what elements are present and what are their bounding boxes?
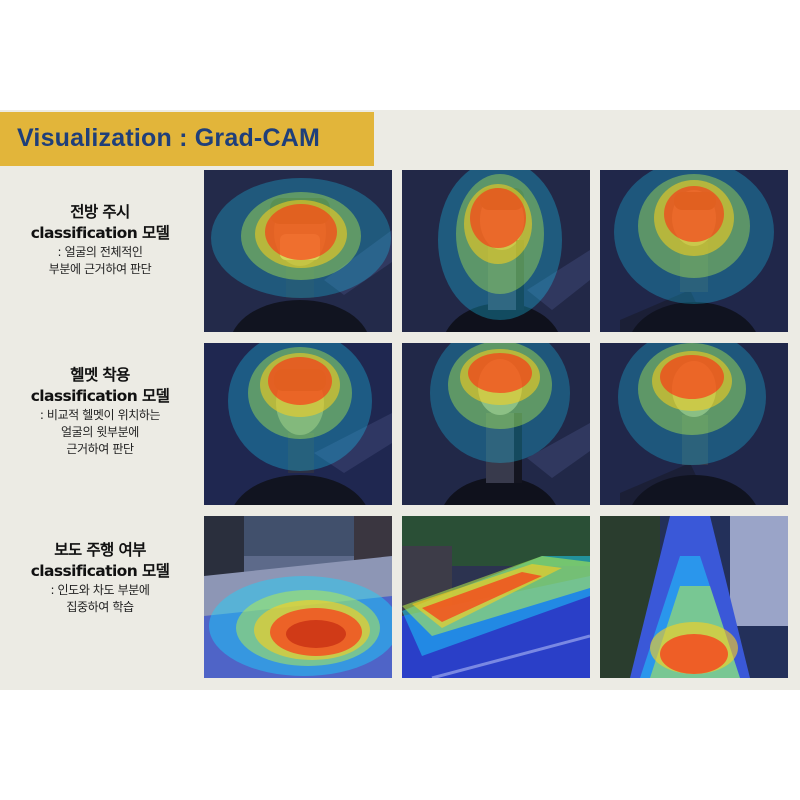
row-label-helmet: 헬멧 착용 classification 모델 : 비교적 헬멧이 위치하는 얼… xyxy=(0,365,200,458)
row-description-line: 근거하여 판단 xyxy=(66,442,134,456)
gradcam-street-heatmap-image xyxy=(402,516,590,678)
row-label-front-gaze: 전방 주시 classification 모델 : 얼굴의 전체적인 부분에 근… xyxy=(0,202,200,278)
slide: Visualization : Grad-CAM 전방 주시 classific… xyxy=(0,110,800,690)
slide-title: Visualization : Grad-CAM xyxy=(17,124,320,152)
row-description-line: 부분에 근거하여 판단 xyxy=(48,262,152,276)
row-title: 헬멧 착용 xyxy=(70,366,130,384)
row-description-line: : 얼굴의 전체적인 xyxy=(57,245,143,259)
row-description-line: : 인도와 차도 부분에 xyxy=(50,583,150,597)
row-title: 보도 주행 여부 xyxy=(54,541,146,559)
row-model-name: classification 모델 xyxy=(30,224,170,242)
gradcam-face-heatmap-image xyxy=(204,170,392,332)
gradcam-face-heatmap-image xyxy=(204,343,392,505)
title-bar: Visualization : Grad-CAM xyxy=(0,112,374,166)
row-title: 전방 주시 xyxy=(70,203,130,221)
gradcam-face-heatmap-image xyxy=(600,170,788,332)
gradcam-face-heatmap-image xyxy=(600,343,788,505)
row-model-name: classification 모델 xyxy=(30,562,170,580)
row-description-line: 집중하여 학습 xyxy=(66,600,134,614)
gradcam-face-heatmap-image xyxy=(402,170,590,332)
row-description-line: : 비교적 헬멧이 위치하는 xyxy=(39,408,161,422)
gradcam-face-heatmap-image xyxy=(402,343,590,505)
row-label-sidewalk: 보도 주행 여부 classification 모델 : 인도와 차도 부분에 … xyxy=(0,540,200,616)
gradcam-brick-path-heatmap-image xyxy=(600,516,788,678)
row-model-name: classification 모델 xyxy=(30,387,170,405)
row-description-line: 얼굴의 윗부분에 xyxy=(61,425,139,439)
gradcam-sidewalk-heatmap-image xyxy=(204,516,392,678)
